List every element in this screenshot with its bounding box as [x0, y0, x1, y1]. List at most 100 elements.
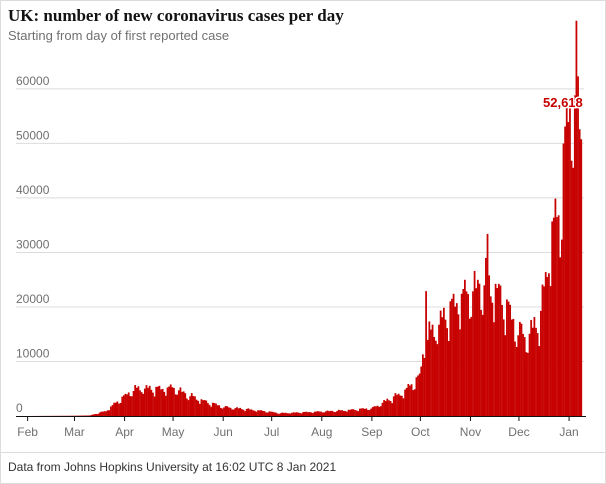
bar	[329, 410, 332, 416]
bar	[388, 400, 390, 416]
bar	[557, 215, 560, 416]
bar	[252, 410, 255, 416]
bar	[556, 217, 558, 416]
bar	[207, 403, 209, 416]
bar	[462, 289, 465, 416]
bar	[263, 411, 266, 416]
bar	[268, 411, 271, 416]
bar	[528, 333, 531, 416]
bar	[139, 390, 141, 416]
bar	[307, 412, 309, 416]
bar	[430, 329, 432, 416]
x-axis	[16, 416, 586, 421]
bar	[373, 406, 376, 416]
bar	[436, 344, 439, 416]
bar	[197, 400, 200, 416]
bar	[152, 392, 154, 416]
bar	[333, 411, 335, 416]
bar	[367, 409, 369, 416]
bar	[357, 411, 360, 416]
bar	[258, 410, 261, 416]
bar	[310, 412, 313, 416]
bar	[360, 408, 363, 416]
bar	[533, 317, 536, 416]
bar	[368, 410, 371, 416]
bar	[271, 411, 274, 416]
bar	[384, 400, 387, 416]
bar	[499, 285, 502, 416]
bar	[202, 400, 204, 416]
bar	[504, 335, 507, 416]
bar	[538, 346, 541, 416]
bar	[169, 384, 172, 416]
bar	[438, 324, 440, 416]
bar	[480, 309, 482, 416]
bar	[177, 390, 180, 416]
bar	[449, 301, 452, 416]
bar	[578, 129, 581, 416]
bar	[464, 279, 466, 416]
bar	[349, 409, 352, 416]
bar	[358, 408, 361, 416]
bar	[470, 316, 473, 416]
bar	[441, 317, 444, 416]
annotation-label: 52,618	[543, 95, 583, 110]
bar	[413, 389, 416, 416]
bar	[323, 412, 326, 416]
bar	[297, 412, 300, 416]
bar	[565, 105, 568, 416]
bar	[392, 396, 395, 416]
bar	[150, 389, 153, 416]
bar	[124, 393, 127, 416]
bar	[270, 411, 272, 416]
bar	[219, 407, 222, 416]
bar	[166, 387, 169, 416]
bar	[95, 413, 98, 416]
bar	[160, 389, 162, 416]
bar	[103, 411, 106, 416]
y-tick-label: 60000	[16, 74, 50, 88]
bar	[122, 395, 125, 416]
bar	[229, 407, 232, 416]
bar	[284, 412, 287, 416]
bar	[148, 385, 151, 416]
bar	[342, 410, 345, 416]
bar	[187, 400, 190, 416]
bar	[423, 357, 426, 416]
bar	[575, 20, 578, 416]
bar	[249, 409, 251, 416]
bar	[472, 291, 474, 416]
bar	[400, 395, 403, 416]
bar	[186, 398, 188, 416]
bar	[279, 413, 282, 416]
bar	[114, 402, 117, 416]
bar	[444, 319, 447, 416]
bar	[468, 318, 471, 416]
bar	[240, 409, 243, 416]
annotation: 52,618	[542, 94, 585, 112]
bar	[502, 319, 505, 416]
bar	[530, 319, 533, 416]
bar	[397, 393, 400, 416]
bar	[312, 412, 314, 416]
bar	[552, 217, 555, 416]
bar	[226, 406, 229, 416]
bar	[131, 396, 133, 416]
bar	[216, 405, 219, 416]
bar	[300, 413, 303, 416]
bar	[515, 347, 518, 416]
bar	[410, 384, 413, 416]
bar	[514, 341, 516, 416]
bar	[255, 411, 258, 416]
bar	[512, 318, 515, 416]
bar	[274, 412, 277, 416]
bar	[179, 387, 182, 416]
x-tick-label: Oct	[411, 425, 430, 439]
bar	[198, 403, 201, 416]
bar	[276, 413, 279, 416]
footer-divider	[0, 452, 606, 453]
bar	[315, 411, 318, 416]
bar	[341, 410, 343, 416]
bar	[325, 411, 327, 416]
bar	[250, 409, 253, 416]
